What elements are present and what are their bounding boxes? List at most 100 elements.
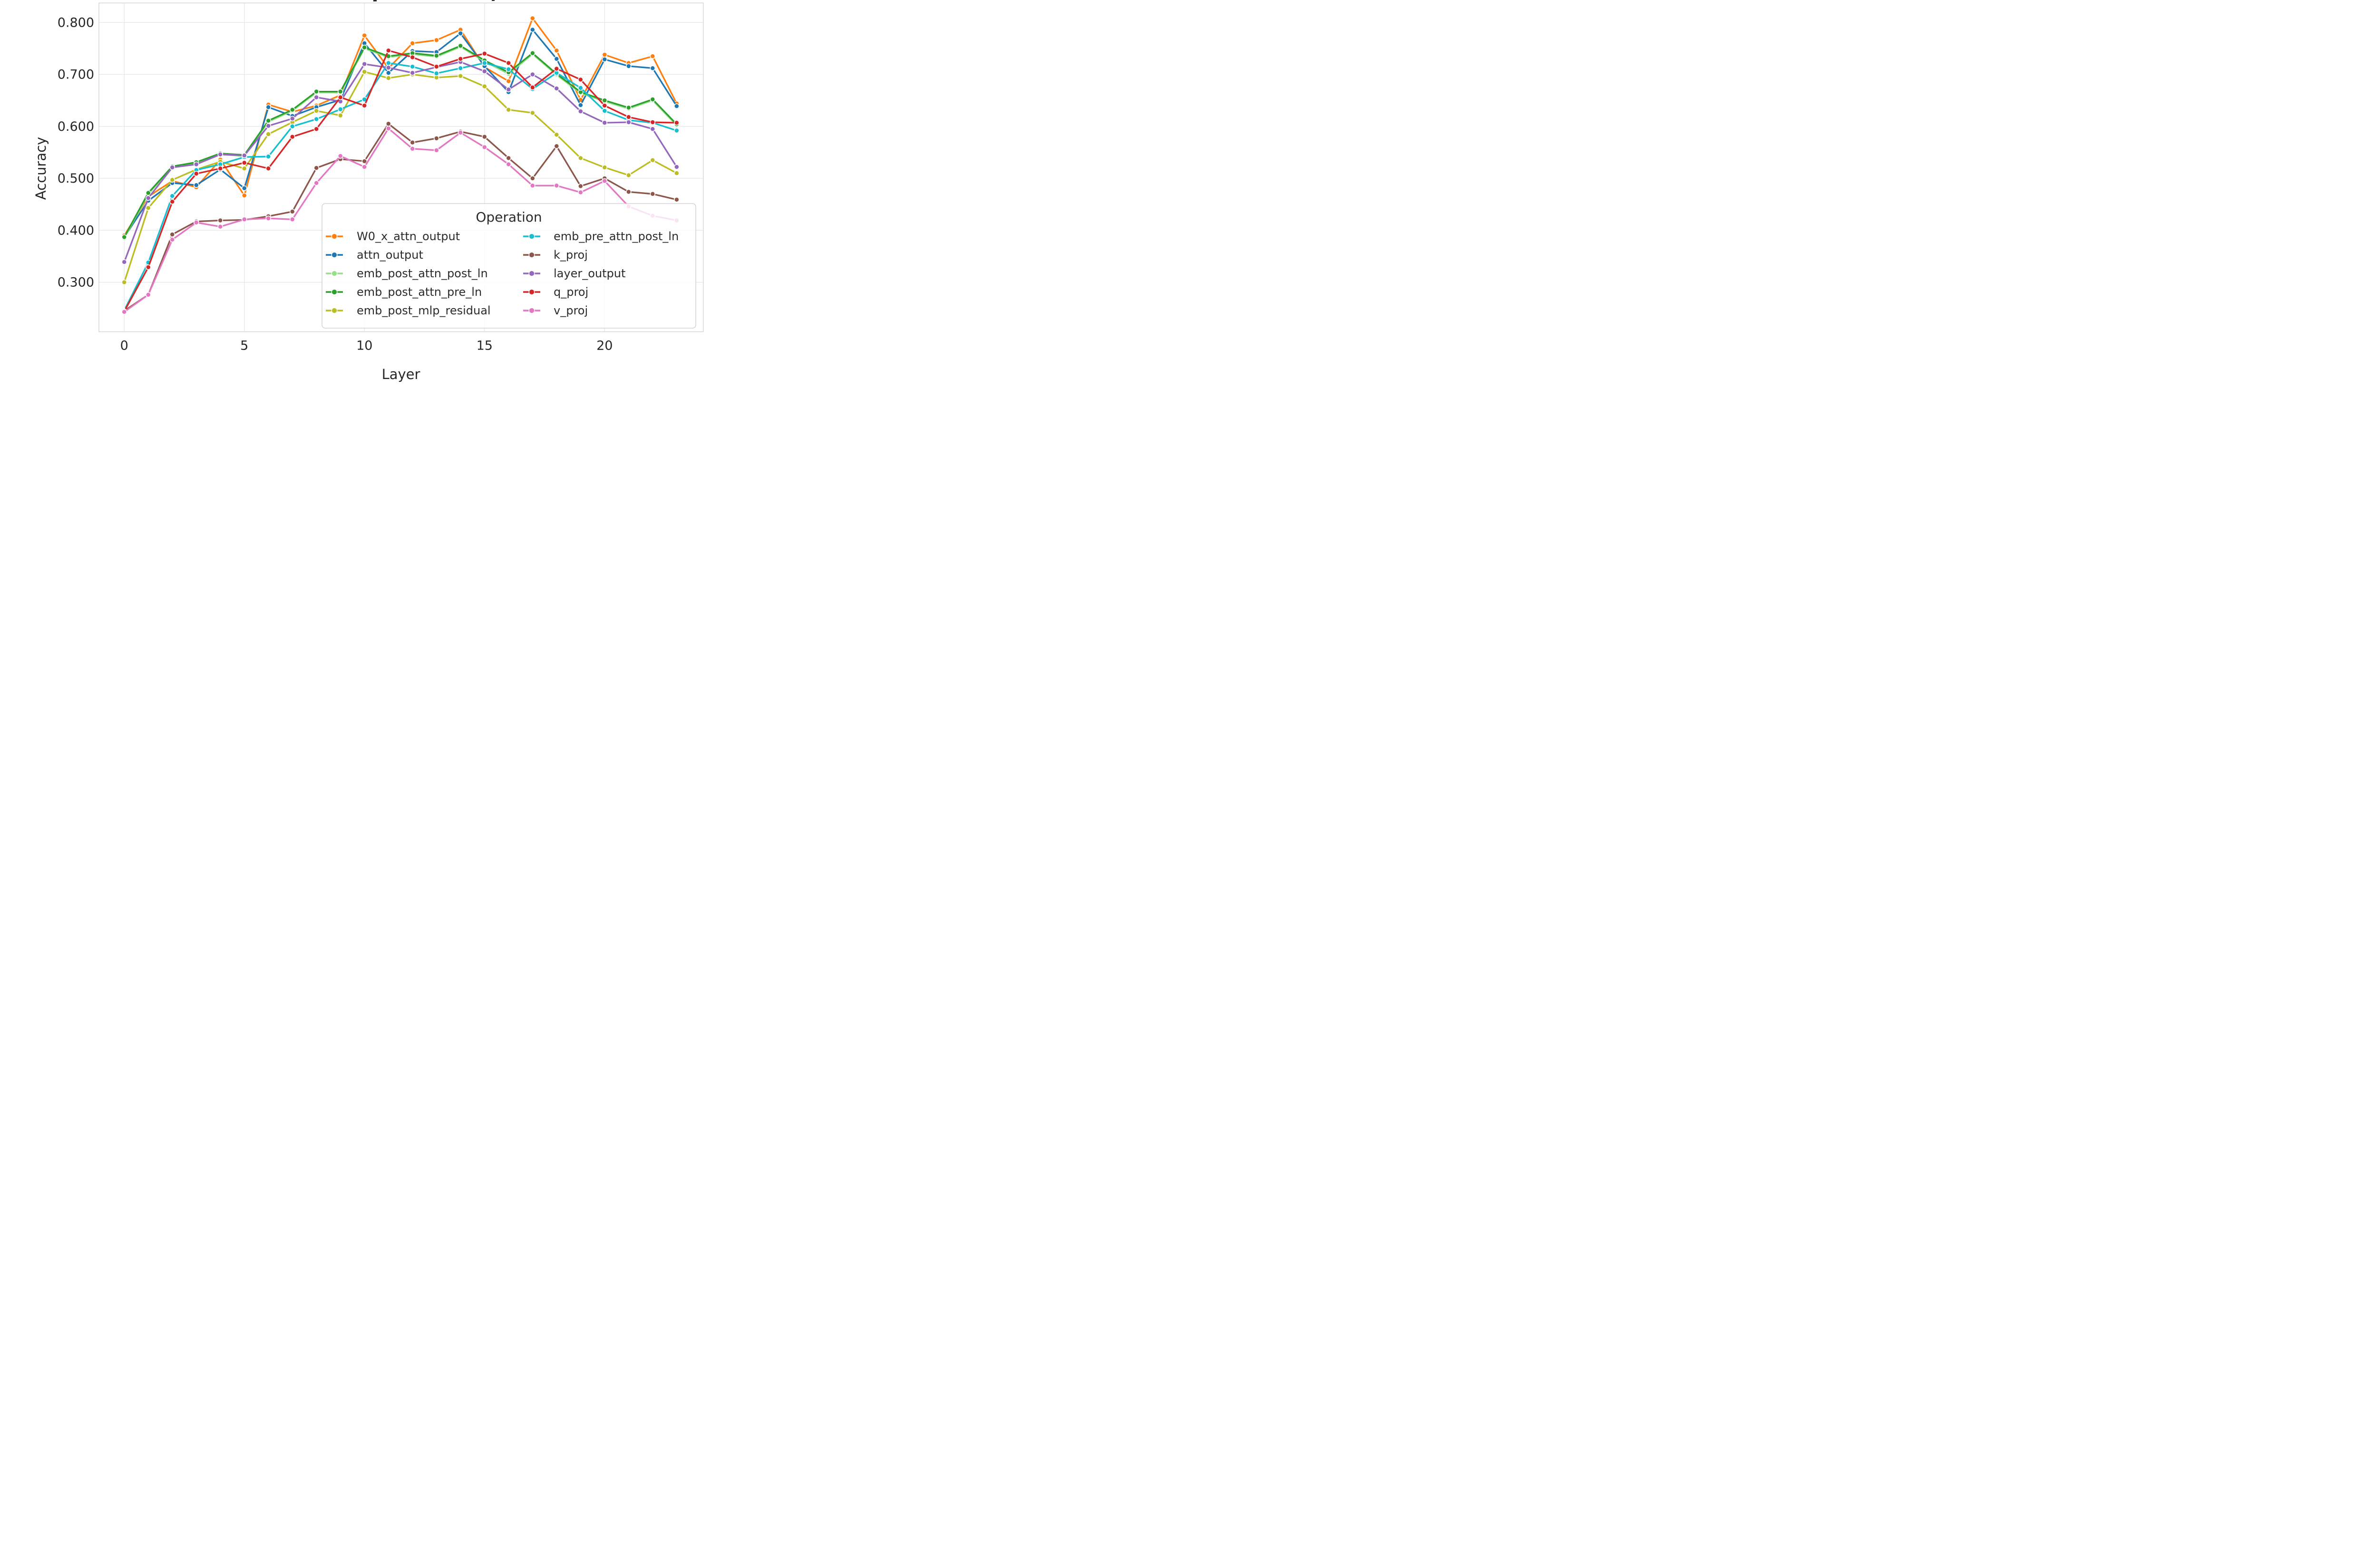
series-marker-v_proj [313,180,319,186]
legend-swatch-marker [331,289,338,295]
series-marker-k_proj [409,139,415,146]
series-marker-emb_post_attn_pre_ln [265,117,271,124]
series-marker-q_proj [290,134,295,140]
series-marker-k_proj [361,158,367,164]
legend-item-label: W0_x_attn_output [357,230,460,243]
series-marker-v_proj [146,292,151,298]
series-marker-W0_x_attn_output [530,15,536,21]
series-marker-emb_post_mlp_residual [482,83,487,89]
legend-item-k_proj: k_proj [523,248,588,262]
series-marker-layer_output [386,65,391,71]
legend-item-label: emb_pre_attn_post_ln [554,230,679,243]
series-marker-emb_post_attn_pre_ln [650,97,655,102]
series-marker-q_proj [530,85,536,90]
series-marker-k_proj [482,134,487,140]
series-marker-layer_output [290,116,295,122]
series-line-emb_pre_attn_post_ln [123,62,677,311]
series-marker-layer_output [482,68,487,74]
series-marker-k_proj [578,183,584,189]
series-marker-emb_post_mlp_residual [146,205,151,211]
series-marker-attn_output [530,27,536,33]
series-marker-emb_pre_attn_post_ln [290,124,295,129]
series-marker-emb_pre_attn_post_ln [458,65,463,71]
y-tick-label: 0.500 [58,171,94,186]
legend-swatch-marker [528,289,535,295]
series-marker-emb_post_attn_pre_ln [602,97,607,103]
series-marker-layer_output [146,195,151,201]
series-marker-attn_output [578,102,584,108]
y-tick-label: 0.700 [58,68,94,82]
legend-item-label: emb_post_mlp_residual [357,304,491,317]
series-line-k_proj [124,123,677,312]
series-marker-k_proj [626,189,632,195]
series-marker-q_proj [194,171,199,176]
series-marker-q_proj [146,264,151,270]
series-marker-layer_output [409,70,415,76]
legend-swatch-marker [331,307,338,314]
legend-item-q_proj: q_proj [523,285,588,299]
series-line-emb_post_mlp_residual [123,71,677,283]
series-marker-q_proj [265,166,271,171]
series-marker-layer_output [530,71,536,78]
series-marker-emb_pre_attn_post_ln [409,64,415,69]
legend-swatch-marker [528,252,535,258]
series-marker-q_proj [242,160,247,166]
series-marker-layer_output [217,151,223,157]
series-marker-layer_output [265,123,271,129]
series-marker-v_proj [482,144,487,150]
series-marker-k_proj [217,217,223,224]
series-marker-attn_output [242,185,247,191]
series-marker-layer_output [674,164,680,170]
series-marker-attn_output [458,30,463,36]
x-tick-label: 15 [477,339,493,353]
series-marker-emb_post_attn_pre_ln [121,234,127,240]
series-emb_pre_attn_post_ln [121,60,680,313]
legend-box [322,203,696,329]
series-marker-q_proj [217,166,223,171]
legend-item-label: q_proj [554,285,588,299]
series-marker-q_proj [409,54,415,60]
series-marker-emb_post_attn_pre_ln [361,44,367,50]
legend-item-v_proj: v_proj [523,304,588,317]
series-marker-k_proj [506,155,511,161]
series-line-attn_output [123,29,678,238]
series-marker-q_proj [626,114,632,120]
series-marker-emb_post_mlp_residual [361,69,367,75]
series-marker-layer_output [313,94,319,100]
x-tick-label: 0 [120,339,128,353]
legend-item-W0_x_attn_output: W0_x_attn_output [326,230,460,243]
series-emb_post_mlp_residual [121,69,680,285]
series-marker-v_proj [386,126,391,131]
series-marker-k_proj [650,191,655,197]
x-tick-label: 10 [356,339,372,353]
series-marker-k_proj [290,209,295,214]
legend-item-label: emb_post_attn_pre_ln [357,285,482,299]
series-line-layer_output [123,61,678,263]
series-marker-layer_output [602,120,607,126]
series-marker-attn_output [554,56,559,62]
legend-swatch-marker [331,233,338,240]
series-marker-q_proj [578,77,584,83]
series-q_proj [121,48,680,314]
series-line-v_proj [124,127,677,313]
legend-item-label: v_proj [554,304,588,317]
series-marker-emb_pre_attn_post_ln [434,70,439,77]
series-marker-W0_x_attn_output [506,78,511,84]
series-marker-layer_output [506,87,511,92]
series-marker-emb_pre_attn_post_ln [674,127,680,134]
series-marker-q_proj [313,126,319,132]
series-marker-k_proj [530,175,536,181]
y-tick-label: 0.800 [58,15,94,30]
series-marker-v_proj [409,146,415,152]
series-marker-v_proj [554,183,559,189]
legend-swatch-marker [331,270,338,277]
legend-swatch-marker [331,252,338,258]
accuracy-by-layer-chart: 0.300 0.400 0.500 0.600 0.700 0.800 0 5 10 15 20 W0… [58,2,704,353]
series-marker-emb_pre_attn_post_ln [578,85,584,91]
plot-frame [98,2,704,332]
legend-item-label: attn_output [357,248,423,262]
series-marker-layer_output [242,153,247,158]
series-marker-k_proj [386,121,391,127]
legend-item-layer_output: layer_output [523,267,625,280]
series-marker-k_proj [674,197,680,203]
